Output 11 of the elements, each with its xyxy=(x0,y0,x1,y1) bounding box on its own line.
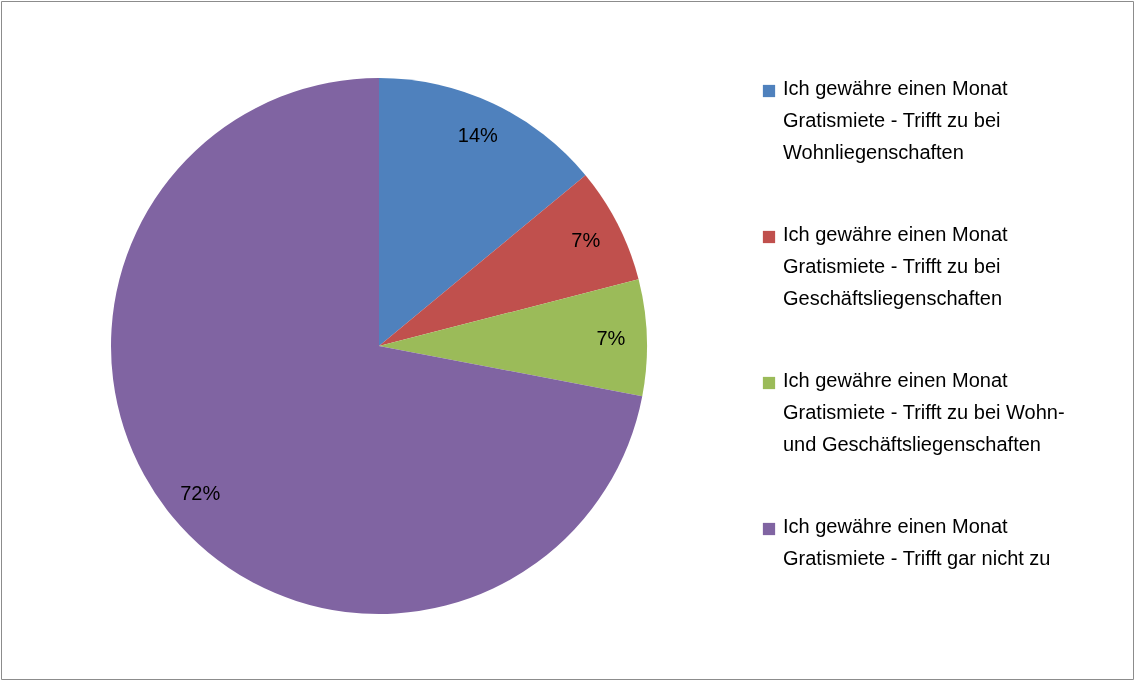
pie-slice xyxy=(379,279,647,397)
legend-label: Ich gewähre einen Monat Gratismiete - Trifft zu bei Geschäftsliegenschaften xyxy=(783,223,1009,309)
legend-label: Ich gewähre einen Monat Gratismiete - Trifft zu bei Wohnliegenschaften xyxy=(783,77,1009,163)
data-label: 7% xyxy=(596,326,626,349)
data-label: 7% xyxy=(571,228,601,251)
legend-label: Ich gewähre einen Monat Gratismiete - Trifft zu bei Wohn- und Geschäftsliegenschaften xyxy=(783,369,1065,455)
data-label: 14% xyxy=(457,124,499,147)
data-label: 72% xyxy=(180,481,221,504)
legend-label: Ich gewähre einen Monat Gratismiete - Trifft gar nicht zu xyxy=(783,515,1051,569)
pie-slice xyxy=(379,175,639,346)
pie-slice xyxy=(111,78,643,614)
